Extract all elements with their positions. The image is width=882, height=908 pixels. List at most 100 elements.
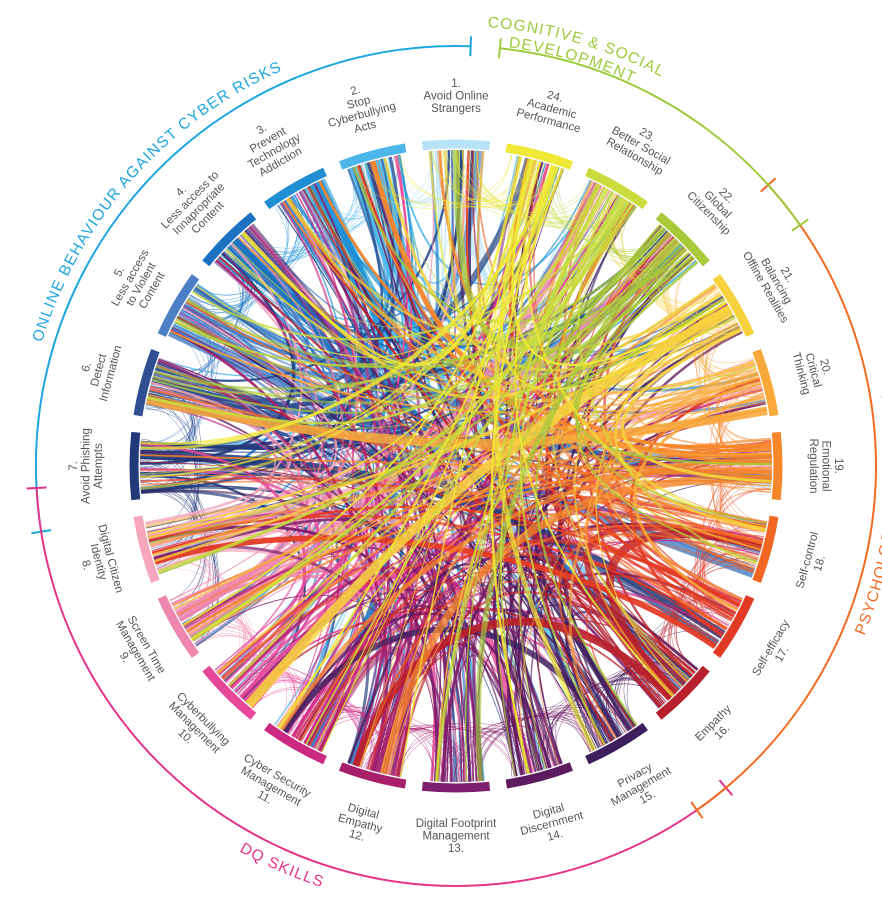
node-label-1: 1. Avoid Online Strangers — [424, 78, 489, 115]
connection-ribbon — [147, 183, 600, 425]
connection-ribbon — [155, 251, 690, 405]
node-label-line: 19. — [832, 458, 844, 474]
connection-fan-line — [352, 158, 531, 210]
connection-fan-line — [368, 154, 513, 205]
group-arc-tick — [690, 801, 704, 819]
node-label-line: 12. — [348, 828, 367, 844]
node-label-11: Cyber SecurityManagement11. — [229, 752, 313, 822]
node-label-line: Digital Footprint — [416, 818, 497, 830]
node-label-text: 23.Better SocialRelationship — [603, 114, 678, 179]
node-label-line: 20. — [817, 358, 833, 377]
connection-ribbon — [585, 380, 761, 696]
node-label-line: 6. — [80, 361, 94, 373]
node-arc-17 — [712, 595, 755, 658]
node-label-20: 20.CriticalThinking — [789, 351, 833, 396]
connection-ribbon — [149, 388, 767, 528]
node-arc-9 — [157, 595, 200, 658]
node-label-5: 5.Less accessto ViolentContent — [99, 241, 174, 321]
connection-fan-line — [149, 541, 246, 688]
node-label-13: Digital Footprint Management 13. — [416, 818, 497, 855]
connection-ribbon — [525, 160, 767, 527]
node-arc-15 — [585, 722, 648, 765]
node-arc-18 — [752, 515, 779, 584]
connection-ribbon — [183, 305, 386, 764]
node-label-line: Avoid Phishing — [81, 428, 93, 504]
node-arc-2 — [338, 143, 407, 170]
connection-ribbon — [183, 483, 772, 628]
connection-ribbon — [191, 594, 438, 782]
connection-ribbon — [621, 328, 772, 483]
connection-ribbon — [513, 330, 743, 776]
group-arc-cog — [499, 47, 801, 226]
node-label-text: 5.Less accessto ViolentContent — [99, 241, 174, 321]
connection-ribbon — [614, 313, 766, 533]
connection-ribbon — [278, 165, 557, 729]
connection-fan-line — [442, 150, 512, 200]
group-arc-tick — [791, 218, 809, 232]
connection-ribbon — [216, 524, 754, 673]
connection-fan-line — [537, 161, 625, 227]
connection-ribbon — [191, 198, 627, 641]
connection-fan-line — [536, 160, 675, 255]
node-label-18: Self-control18. — [794, 531, 833, 594]
connection-fan-line — [621, 205, 690, 272]
group-label-psych: PSYCHOLOGICAL STRENGTH — [852, 392, 882, 638]
node-label-line: 13. — [448, 843, 464, 855]
node-label-12: DigitalEmpathy12. — [337, 802, 384, 844]
connection-ribbon — [493, 158, 597, 752]
connection-ribbon — [245, 304, 733, 708]
group-label-text: PSYCHOLOGICAL STRENGTH — [852, 392, 882, 638]
node-label-text: Self-control18. — [794, 531, 833, 594]
group-arc-tick — [469, 36, 472, 57]
node-arc-11 — [264, 722, 327, 765]
group-arc-psych — [696, 184, 877, 811]
connection-ribbon — [321, 191, 615, 753]
node-label-text: Digital Footprint Management 13. — [416, 818, 497, 855]
connection-ribbons — [139, 149, 773, 783]
group-arc-tick — [497, 38, 502, 59]
node-label-line: 7. — [68, 461, 80, 471]
node-label-line: 2. — [349, 84, 361, 98]
node-label-text: DigitalDiscernment14. — [516, 797, 589, 850]
node-label-text: Empathy16. — [693, 703, 743, 753]
connection-fan-line — [595, 668, 684, 746]
node-label-23: 23.Better SocialRelationship — [603, 114, 678, 179]
node-arc-14 — [505, 762, 574, 789]
node-label-text: 1. Avoid Online Strangers — [424, 78, 489, 115]
connection-ribbon — [517, 184, 601, 770]
connection-ribbon — [551, 201, 690, 681]
connection-fan-line — [399, 154, 532, 204]
connection-ribbon — [557, 532, 759, 740]
node-label-text: Cyber SecurityManagement11. — [229, 752, 313, 822]
node-arc-3 — [264, 167, 327, 210]
node-label-16: Empathy16. — [693, 703, 743, 753]
node-arc-4 — [202, 212, 257, 267]
node-label-text: 2.StopCyberbullyingActs — [320, 76, 400, 142]
node-label-10: CyberbullyingManagement10. — [166, 690, 232, 756]
connection-ribbon — [573, 287, 719, 683]
node-label-text: Digital CitizenIdentity8. — [71, 523, 125, 600]
node-label-line: 8. — [79, 559, 93, 571]
connection-ribbon — [556, 496, 767, 621]
connection-fan-line — [538, 715, 593, 770]
connection-ribbon — [186, 471, 772, 633]
connection-ribbon — [502, 252, 690, 772]
connection-ribbon — [501, 158, 736, 391]
connection-fan-line — [398, 155, 556, 207]
connection-ribbon — [314, 646, 412, 778]
node-label-line: 1. — [451, 78, 461, 90]
connection-fan-line — [660, 558, 758, 694]
connection-ribbon — [399, 159, 534, 778]
node-label-text: 3.PreventTechnologyAddiction — [234, 110, 309, 182]
connection-fan-line — [705, 330, 762, 389]
connection-fan-line — [699, 489, 772, 632]
node-label-line: 18. — [812, 554, 828, 573]
connection-ribbon — [139, 470, 306, 525]
node-label-text: 6.DetectInformation — [74, 338, 125, 403]
node-arc-13 — [421, 781, 491, 793]
connection-ribbon — [383, 157, 731, 372]
node-label-3: 3.PreventTechnologyAddiction — [234, 110, 309, 182]
connection-fan-line — [443, 150, 535, 203]
node-label-line: Strangers — [431, 103, 481, 115]
connection-ribbon — [287, 197, 677, 695]
